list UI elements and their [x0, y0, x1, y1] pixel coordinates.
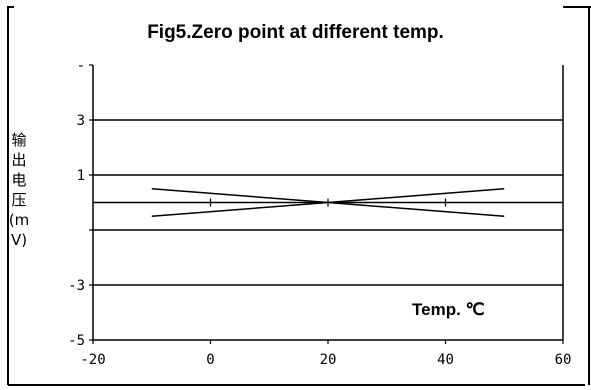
figure-border	[7, 6, 591, 386]
series-line	[327, 188, 505, 204]
x-axis-ticks: -20 0 20 40 60	[80, 340, 571, 368]
x-tick-label: -20	[80, 352, 105, 368]
y-tick-label: 3	[77, 113, 85, 129]
x-tick-label: 40	[437, 352, 454, 368]
x-tick-label: 20	[320, 352, 337, 368]
chart-title: Fig5.Zero point at different temp.	[147, 22, 444, 43]
y-axis-ticks: -5 -3 1 3 -	[68, 58, 93, 349]
series-line	[151, 188, 329, 204]
y-tick-label: -3	[68, 278, 85, 294]
temp-annotation: Temp. ℃	[412, 300, 485, 319]
y-tick-label: -5	[68, 333, 85, 349]
x-tick-label: 60	[555, 352, 572, 368]
x-tick-label: 0	[206, 352, 214, 368]
series-line	[327, 201, 505, 217]
plot-area	[92, 65, 564, 341]
y-tick-label: 1	[77, 168, 85, 184]
series-line	[151, 201, 329, 217]
y-tick-label: -	[77, 58, 85, 74]
y-axis-label: 输出电压 (mV)	[8, 131, 30, 249]
